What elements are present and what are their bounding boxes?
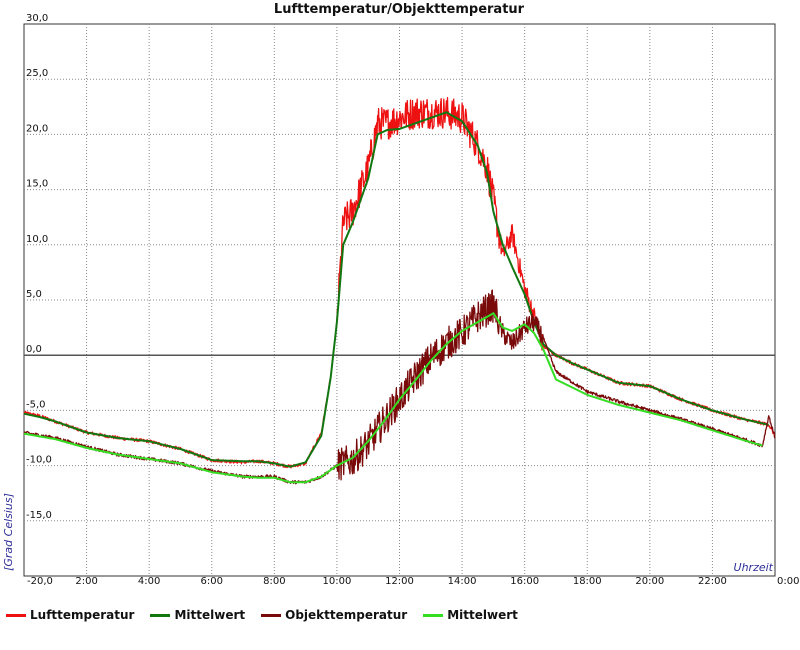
- grid: [24, 24, 775, 576]
- x-tick-label: 6:00: [201, 576, 223, 587]
- x-tick-label: 16:00: [510, 576, 539, 587]
- legend-label: Lufttemperatur: [30, 608, 135, 622]
- x-tick-label: 10:00: [323, 576, 352, 587]
- y-tick-label: 25,0: [26, 68, 48, 79]
- y-tick-label: 20,0: [26, 123, 48, 134]
- x-tick-label: 14:00: [448, 576, 477, 587]
- y-tick-label: -15,0: [26, 510, 52, 521]
- legend-item-3: Objekttemperatur: [261, 608, 407, 622]
- legend-label: Mittelwert: [174, 608, 246, 622]
- x-tick-label: -20,0: [27, 576, 53, 587]
- x-tick-label: 2:00: [75, 576, 97, 587]
- x-tick-label: 0:00: [777, 576, 799, 587]
- x-tick-label: 22:00: [698, 576, 727, 587]
- x-tick-label: 18:00: [573, 576, 602, 587]
- y-tick-label: -10,0: [26, 455, 52, 466]
- legend-swatch: [6, 613, 26, 617]
- y-tick-label: 0,0: [26, 344, 42, 355]
- x-tick-label: 20:00: [635, 576, 664, 587]
- legend-swatch: [150, 613, 171, 617]
- x-tick-label: 4:00: [138, 576, 160, 587]
- chart: Lufttemperatur/Objekttemperatur 30,0 25,0…: [2, 2, 799, 587]
- legend: Lufttemperatur Mittelwert Objekttemperatur…: [6, 608, 534, 622]
- legend-swatch: [423, 613, 444, 617]
- legend-label: Objekttemperatur: [285, 608, 408, 622]
- legend-item-2: Mittelwert: [150, 608, 245, 622]
- y-tick-label: 10,0: [26, 234, 48, 245]
- series-line-2: [23, 111, 769, 468]
- x-tick-label: 8:00: [263, 576, 285, 587]
- legend-label: Mittelwert: [447, 608, 518, 622]
- legend-item-4: Mittelwert: [423, 608, 518, 622]
- y-tick-label: -5,0: [26, 399, 46, 410]
- y-tick-label: 30,0: [26, 13, 48, 24]
- series-line-4: [23, 312, 763, 484]
- chart-title: Lufttemperatur/Objekttemperatur: [274, 2, 525, 17]
- x-axis-label: Uhrzeit: [734, 561, 774, 574]
- series-group: [23, 97, 776, 485]
- legend-swatch: [261, 613, 282, 617]
- y-axis-ticks: 30,0 25,0 20,0 15,0 10,0 5,0 0,0 -5,0 -10,0 -15,0: [26, 13, 52, 521]
- y-tick-label: 15,0: [26, 179, 48, 190]
- x-tick-label: 12:00: [385, 576, 414, 587]
- legend-item-1: Lufttemperatur: [6, 608, 134, 622]
- y-axis-label: [Grad Celsius]: [2, 493, 15, 571]
- y-tick-label: 5,0: [26, 289, 42, 300]
- x-axis-ticks: -20,0 2:00 4:00 6:00 8:00 10:00 12:00 14:00 16:0…: [27, 576, 799, 587]
